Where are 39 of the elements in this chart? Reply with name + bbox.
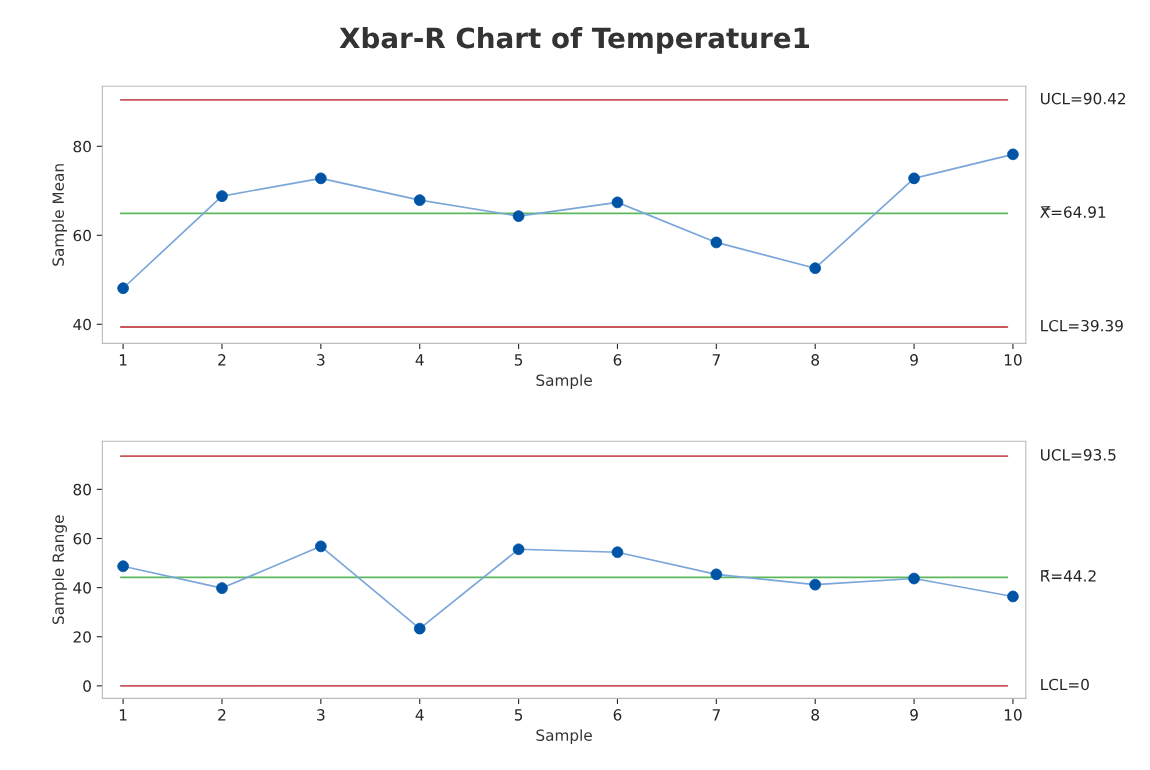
x-tick-label: 2 [218, 354, 226, 366]
y-tick-label: 60 [73, 229, 91, 242]
x-tick-label: 9 [910, 709, 918, 721]
y-tick-label: 0 [83, 680, 91, 692]
x-axis-title: Sample [536, 374, 592, 389]
ref-line-label: LCL=39.39 [1041, 319, 1123, 332]
x-tick-label: 10 [1004, 354, 1022, 366]
ref-line-label: UCL=90.42 [1041, 92, 1126, 105]
ref-line-label: X̿=64.91 [1040, 206, 1106, 218]
x-tick-label: 8 [811, 709, 820, 721]
x-tick-label: 2 [218, 709, 226, 721]
x-tick-label: 6 [613, 709, 622, 721]
x-tick-label: 4 [415, 709, 424, 721]
ref-line-label: UCL=93.5 [1041, 449, 1116, 461]
x-axis-title: Sample [536, 729, 592, 744]
chart-title: Xbar-R Chart of Temperature1 [339, 26, 810, 54]
ref-line-label: R̄=44.2 [1041, 570, 1096, 582]
y-tick-label: 80 [73, 140, 91, 153]
x-tick-label: 6 [613, 354, 622, 366]
y-tick-label: 80 [73, 483, 91, 496]
x-tick-label: 5 [514, 709, 523, 721]
x-tick-label: 1 [119, 709, 127, 721]
ref-line-label: LCL=0 [1041, 678, 1089, 691]
x-tick-label: 3 [317, 354, 325, 366]
y-tick-label: 40 [73, 318, 91, 331]
y-tick-label: 20 [73, 631, 91, 643]
x-tick-label: 3 [317, 709, 325, 721]
y-axis-title: Sample Mean [52, 164, 67, 266]
x-tick-label: 7 [712, 709, 720, 721]
y-tick-label: 40 [73, 582, 91, 594]
x-tick-label: 7 [712, 354, 720, 366]
x-tick-label: 1 [119, 354, 127, 366]
x-tick-label: 10 [1004, 709, 1022, 721]
x-tick-label: 8 [811, 354, 820, 366]
x-tick-label: 9 [910, 354, 918, 366]
x-tick-label: 5 [514, 354, 523, 366]
y-tick-label: 60 [73, 532, 91, 545]
x-tick-label: 4 [415, 354, 424, 366]
y-axis-title: Sample Range [52, 515, 67, 625]
